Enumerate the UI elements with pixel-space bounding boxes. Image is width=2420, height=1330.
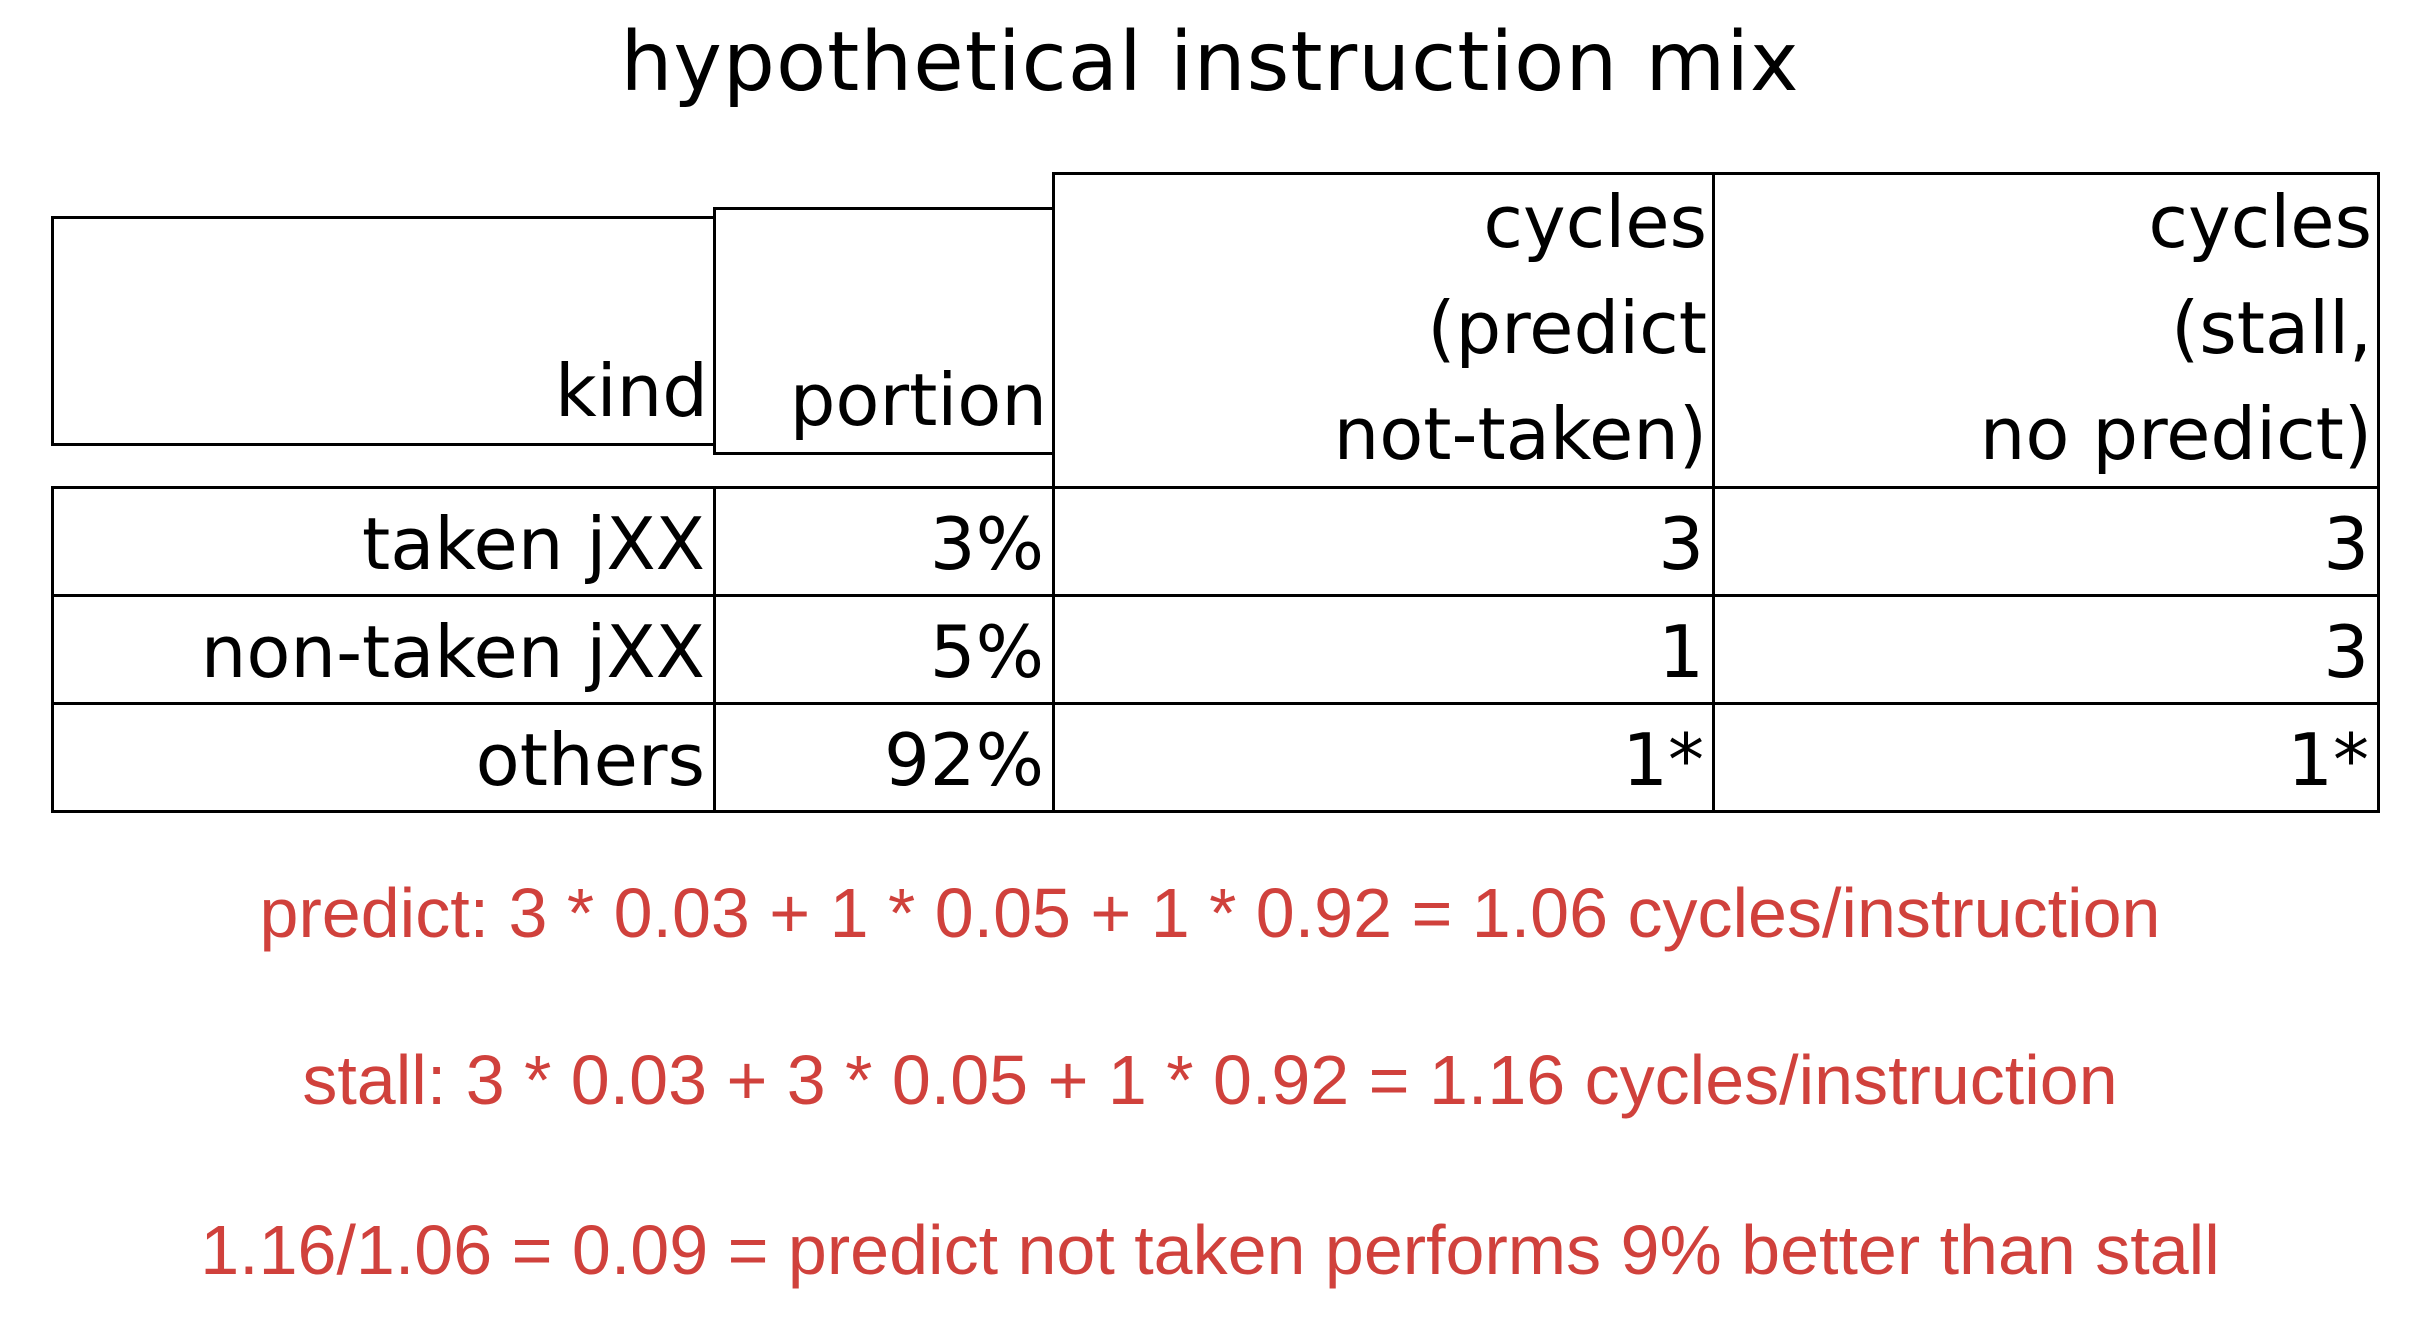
cell-kind: taken jXX — [51, 486, 716, 597]
cell-predict: 1* — [1052, 702, 1715, 813]
stall-calculation: stall: 3 * 0.03 + 3 * 0.05 + 1 * 0.92 = … — [302, 1041, 2118, 1119]
header-divider — [1712, 172, 1715, 489]
cell-kind: non-taken jXX — [51, 594, 716, 705]
conclusion-text: 1.16/1.06 = 0.09 = predict not taken per… — [200, 1211, 2220, 1289]
cell-stall: 1* — [1712, 702, 2380, 813]
cell-portion: 92% — [713, 702, 1055, 813]
cell-predict: 3 — [1052, 486, 1715, 597]
table-row: taken jXX 3% 3 3 — [51, 486, 2380, 597]
header-stall-line3: no predict) — [1979, 392, 2372, 476]
cell-kind: others — [51, 702, 716, 813]
header-predict: cycles (predict not-taken) — [1052, 172, 1715, 489]
header-predict-line2: (predict — [1427, 286, 1707, 370]
header-portion-label: portion — [789, 358, 1047, 442]
header-stall-line1: cycles — [2148, 180, 2372, 264]
header-kind: kind — [51, 216, 716, 446]
table-row: non-taken jXX 5% 1 3 — [51, 594, 2380, 705]
cell-predict: 1 — [1052, 594, 1715, 705]
header-predict-line1: cycles — [1483, 180, 1707, 264]
cell-portion: 3% — [713, 486, 1055, 597]
header-portion: portion — [713, 207, 1055, 455]
page-title: hypothetical instruction mix — [620, 15, 1800, 110]
cell-stall: 3 — [1712, 594, 2380, 705]
predict-calculation: predict: 3 * 0.03 + 1 * 0.05 + 1 * 0.92 … — [259, 874, 2161, 952]
instruction-mix-table: taken jXX 3% 3 3 non-taken jXX 5% 1 3 ot… — [51, 486, 2380, 813]
header-stall-line2: (stall, — [2171, 286, 2372, 370]
header-predict-line3: not-taken) — [1333, 392, 1707, 476]
table-row: others 92% 1* 1* — [51, 702, 2380, 813]
header-stall: cycles (stall, no predict) — [1712, 172, 2380, 489]
cell-stall: 3 — [1712, 486, 2380, 597]
header-kind-label: kind — [554, 349, 708, 433]
cell-portion: 5% — [713, 594, 1055, 705]
